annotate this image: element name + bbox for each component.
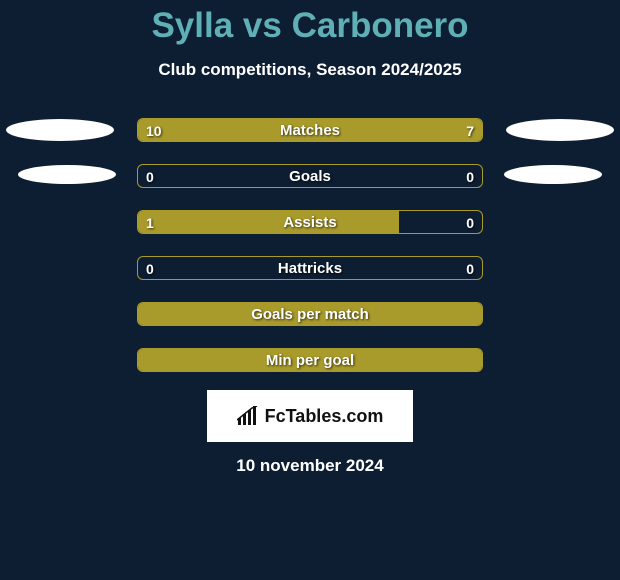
stat-row: Assists10 [0,198,620,244]
bar-track: Goals per match [137,302,483,326]
stat-label: Goals [138,165,482,188]
bar-track: Goals0 0 [137,164,483,188]
bar-track: Hattricks0 0 [137,256,483,280]
value-right: 0 [466,165,474,188]
comparison-card: Sylla vs Carbonero Club competitions, Se… [0,0,620,580]
player1-name: Sylla [151,6,233,45]
value-left: 0 [146,257,154,280]
bar-left [138,119,340,141]
value-right: 0 [466,211,474,234]
value-right: 7 [466,119,474,142]
player2-name: Carbonero [292,6,469,45]
stats-chart: Matches107Goals00Assists10Hattricks00Goa… [0,106,620,382]
bar-left [138,211,399,233]
value-left: 0 [146,165,154,188]
value-right: 0 [466,257,474,280]
value-left: 10 [146,119,162,142]
bar-track: Matches107 [137,118,483,142]
logo-box: FcTables.com [207,390,413,442]
bar-track: Assists10 [137,210,483,234]
player-photo-placeholder [506,119,614,141]
logo-text: FcTables.com [265,406,384,427]
vs-separator: vs [243,6,282,45]
subtitle: Club competitions, Season 2024/2025 [158,60,461,80]
stat-row: Hattricks0 0 [0,244,620,290]
date-label: 10 november 2024 [236,456,383,476]
bar-track: Min per goal [137,348,483,372]
player-photo-placeholder [18,165,116,184]
stat-label: Hattricks [138,257,482,280]
stat-row: Goals per match [0,290,620,336]
bar-right [340,119,482,141]
player-photo-placeholder [6,119,114,141]
stat-row: Min per goal [0,336,620,382]
page-title: Sylla vs Carbonero [151,6,468,46]
value-left: 1 [146,211,154,234]
chart-icon [237,406,259,426]
player-photo-placeholder [504,165,602,184]
bar-left [138,303,482,325]
bar-left [138,349,482,371]
